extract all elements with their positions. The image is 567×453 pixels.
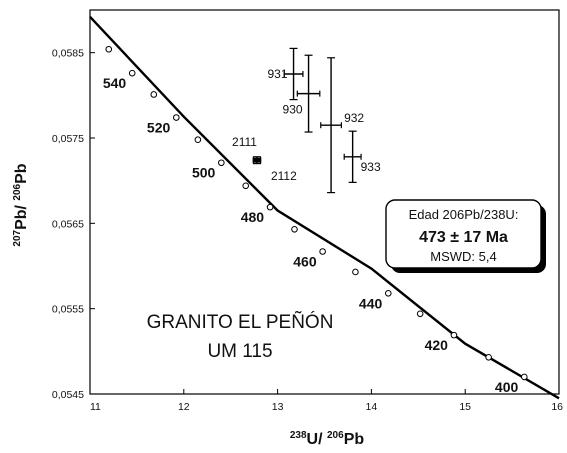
concordia-marker bbox=[150, 91, 158, 98]
point-label-931: 931 bbox=[268, 67, 288, 81]
sample-title-line2: UM 115 bbox=[207, 341, 272, 362]
concordia-marker bbox=[218, 159, 225, 167]
y-tick-label: 0,0575 bbox=[52, 133, 84, 145]
x-axis-label: 238U/ 206Pb bbox=[290, 430, 365, 448]
age-box-method: Edad 206Pb/238U: bbox=[409, 207, 519, 222]
concordia-marker bbox=[194, 136, 202, 144]
x-tick-label: 11 bbox=[90, 401, 101, 413]
sample-title-line1: GRANITO EL PEÑÓN bbox=[147, 311, 334, 333]
age-label: 420 bbox=[425, 337, 449, 353]
age-label: 400 bbox=[495, 379, 519, 395]
concordia-marker bbox=[352, 268, 359, 276]
age-result-box: Edad 206Pb/238U: 473 ± 17 Ma MSWD: 5,4 bbox=[385, 199, 546, 273]
age-box-mswd: MSWD: 5,4 bbox=[430, 249, 496, 264]
age-label: 440 bbox=[359, 295, 383, 311]
age-label: 540 bbox=[103, 75, 127, 91]
point-2111-marker bbox=[252, 157, 261, 163]
concordia-age-markers bbox=[105, 45, 528, 381]
age-label: 520 bbox=[147, 120, 171, 136]
concordia-marker bbox=[172, 114, 180, 121]
point-label-932: 932 bbox=[344, 111, 364, 125]
y-axis-label: 207Pb/ 206Pb bbox=[12, 163, 30, 246]
concordia-marker bbox=[384, 290, 392, 297]
y-tick-label: 0,0565 bbox=[52, 218, 84, 230]
x-tick-label: 14 bbox=[366, 401, 378, 413]
concordia-age-labels: 540 520 500 480 460 440 420 400 bbox=[103, 75, 519, 395]
analysis-points: 931 930 932 933 2111 2112 bbox=[232, 47, 381, 194]
y-tick-label: 0,0545 bbox=[52, 389, 84, 401]
point-label-2111: 2111 bbox=[232, 135, 257, 149]
concordia-marker bbox=[450, 331, 458, 339]
x-tick-label: 12 bbox=[178, 401, 190, 413]
concordia-marker bbox=[520, 373, 528, 381]
concordia-marker bbox=[416, 310, 424, 318]
concordia-marker bbox=[128, 69, 136, 77]
x-tick-label: 16 bbox=[551, 401, 563, 413]
concordia-curve bbox=[89, 15, 560, 400]
age-label: 480 bbox=[241, 209, 265, 225]
x-tick-label: 15 bbox=[459, 401, 471, 413]
concordia-marker bbox=[105, 45, 113, 53]
x-tick-label: 13 bbox=[272, 401, 284, 413]
age-label: 500 bbox=[192, 165, 216, 181]
y-axis-ticks: 0,0545 0,0555 0,0565 0,0575 0,0585 bbox=[52, 48, 95, 401]
age-label: 460 bbox=[293, 253, 317, 269]
y-tick-label: 0,0585 bbox=[52, 48, 84, 60]
x-axis-ticks: 11 12 13 14 15 16 bbox=[89, 389, 563, 413]
point-label-2112: 2112 bbox=[271, 169, 297, 183]
concordia-marker bbox=[485, 354, 492, 361]
concordia-marker bbox=[291, 226, 298, 233]
concordia-marker bbox=[242, 182, 250, 190]
y-tick-label: 0,0555 bbox=[52, 304, 84, 316]
concordia-marker bbox=[266, 203, 274, 211]
age-box-frame bbox=[385, 199, 542, 269]
point-label-930: 930 bbox=[283, 103, 303, 117]
age-box-age: 473 ± 17 Ma bbox=[419, 229, 508, 246]
point-label-933: 933 bbox=[361, 160, 381, 174]
concordia-marker bbox=[319, 248, 326, 255]
